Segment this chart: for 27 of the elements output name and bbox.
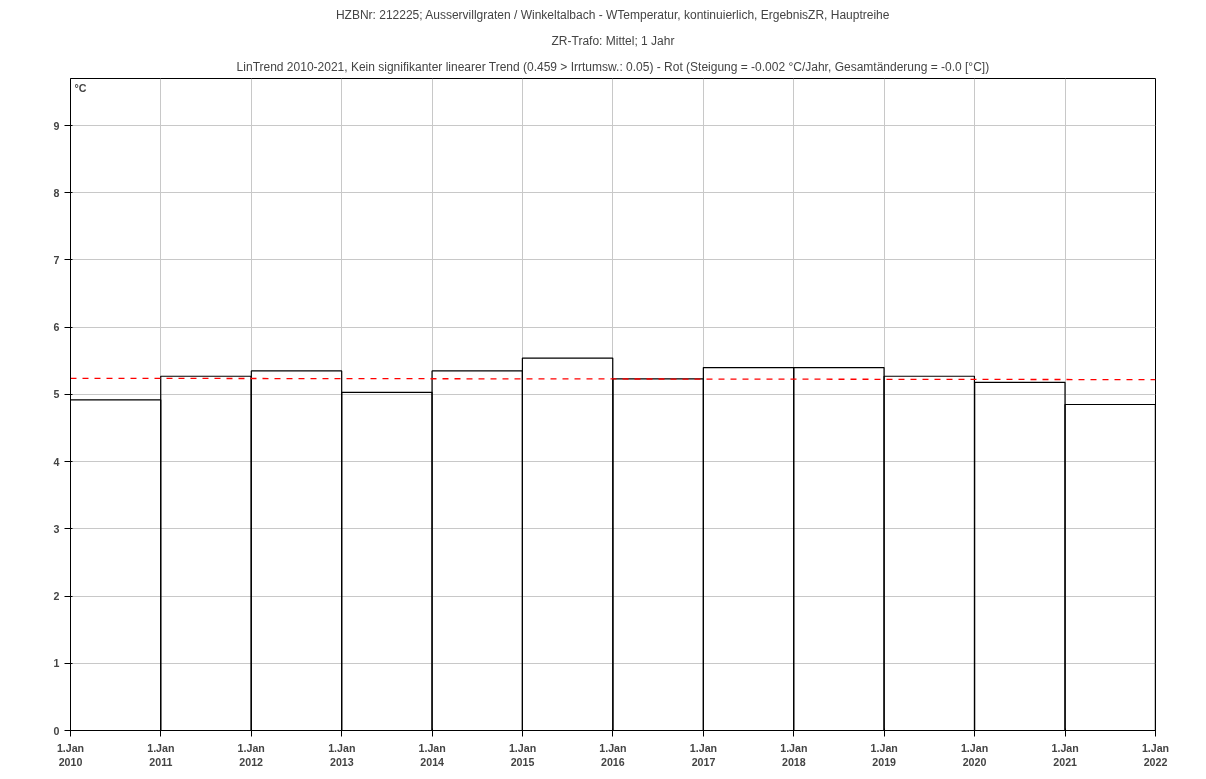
y-tick-label: 1 (53, 657, 60, 670)
x-tick-label: 1.Jan 2014 (418, 741, 446, 768)
x-tick-label: 1.Jan 2021 (1051, 741, 1079, 768)
text: LinTrend 2010-2021, Kein signifikanter linearer Trend (0.459 > Irrtumsw.: 0.05) - Rot (Steigung = -0.002 °C/Jahr, Gesamtänderung = -0.0 [°C]) (236, 59, 990, 74)
chart-title: HZBNr: 212225; Ausservillgraten / Winkeltalbach - WTemperatur, kontinuierlich, ErgebnisZR, Hauptreihe (335, 7, 890, 22)
y-tick-label: 5 (53, 388, 60, 401)
x-tick-label: 1.Jan 2017 (689, 741, 718, 768)
y-axis-title: °C (74, 81, 87, 94)
x-tick-label: 1.Jan 2016 (599, 741, 627, 768)
x-tick-label: 1.Jan 2019 (870, 741, 898, 768)
x-tick-label: 1.Jan 2011 (147, 741, 175, 768)
x-tick-label: 1.Jan 2022 (1141, 741, 1170, 768)
y-tick-label: 9 (53, 119, 60, 132)
x-tick-label: 1.Jan 2018 (780, 741, 808, 768)
x-tick-label: 1.Jan 2010 (56, 741, 85, 768)
x-tick-label: 1.Jan 2012 (237, 741, 265, 768)
y-tick-label: 2 (53, 590, 60, 603)
x-tick-label: 1.Jan 2020 (960, 741, 989, 768)
y-tick-label: 6 (53, 321, 60, 334)
y-tick-label: 3 (53, 522, 60, 535)
y-tick-label: 4 (53, 455, 60, 468)
y-tick-label: 0 (53, 724, 60, 737)
chart-subtitle: ZR-Trafo: Mittel; 1 Jahr (551, 33, 675, 48)
x-tick-label: 1.Jan 2015 (508, 741, 537, 768)
x-tick-label: 1.Jan 2013 (328, 741, 356, 768)
y-tick-label: 8 (53, 186, 60, 199)
y-tick-label: 7 (53, 253, 60, 266)
